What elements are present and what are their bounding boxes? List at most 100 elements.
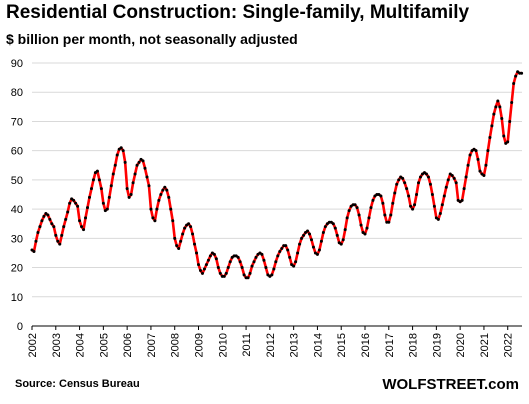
- data-point: [379, 194, 383, 198]
- data-point: [82, 228, 86, 232]
- data-point: [323, 225, 327, 229]
- data-point: [417, 181, 421, 185]
- data-point: [508, 119, 512, 123]
- data-point: [80, 225, 84, 229]
- data-point: [367, 216, 371, 220]
- y-tick-label: 50: [11, 175, 23, 187]
- data-point: [101, 201, 105, 205]
- data-point: [494, 105, 498, 109]
- x-tick-label: 2015: [336, 333, 348, 357]
- data-point: [111, 172, 115, 176]
- x-tick-label: 2012: [265, 333, 277, 357]
- data-point: [260, 252, 264, 256]
- data-point: [482, 174, 486, 178]
- data-point: [238, 260, 242, 264]
- data-point: [442, 194, 446, 198]
- data-point: [107, 195, 111, 199]
- data-point: [248, 271, 252, 275]
- x-tick-label: 2003: [51, 333, 63, 357]
- data-point: [216, 266, 220, 270]
- data-point: [321, 230, 325, 234]
- data-point: [183, 226, 187, 230]
- data-point: [347, 209, 351, 213]
- data-point: [409, 204, 413, 208]
- data-point: [48, 217, 52, 221]
- data-point: [424, 172, 428, 176]
- x-tick-label: 2011: [241, 333, 253, 357]
- data-point: [444, 185, 448, 189]
- x-tick-label: 2002: [27, 333, 39, 357]
- data-point: [195, 251, 199, 255]
- y-tick-label: 10: [11, 292, 23, 304]
- data-point: [397, 178, 401, 182]
- data-point: [187, 222, 191, 226]
- data-point: [309, 238, 313, 242]
- data-point: [359, 223, 363, 227]
- data-point: [510, 100, 514, 104]
- data-point: [492, 112, 496, 116]
- data-point: [315, 252, 319, 256]
- data-point: [105, 207, 109, 211]
- data-point: [464, 175, 468, 179]
- data-point: [32, 249, 36, 253]
- data-point: [468, 153, 472, 157]
- data-point: [60, 233, 64, 237]
- data-point: [99, 187, 103, 191]
- data-point: [46, 213, 50, 217]
- data-point: [438, 211, 442, 215]
- data-point: [222, 274, 226, 278]
- data-point: [181, 232, 185, 236]
- data-point: [369, 206, 373, 210]
- x-tick-label: 2009: [194, 333, 206, 357]
- data-point: [193, 242, 197, 246]
- data-point: [204, 263, 208, 267]
- data-point: [306, 229, 310, 233]
- data-point: [206, 258, 210, 262]
- data-point: [288, 255, 292, 259]
- data-point: [474, 149, 478, 153]
- data-point: [218, 271, 222, 275]
- source-note: Source: Census Bureau: [15, 378, 140, 390]
- data-point: [407, 194, 411, 198]
- data-point: [452, 176, 456, 180]
- data-point: [462, 187, 466, 191]
- data-point: [197, 263, 200, 267]
- data-point: [426, 175, 430, 179]
- data-point: [363, 232, 367, 236]
- data-point: [129, 193, 133, 196]
- data-point: [171, 219, 175, 223]
- data-point: [389, 213, 393, 217]
- data-point: [191, 232, 195, 236]
- data-point: [365, 226, 369, 230]
- data-point: [446, 178, 450, 182]
- data-point: [228, 260, 232, 264]
- data-point: [34, 239, 38, 243]
- data-point: [496, 99, 500, 103]
- data-point: [514, 74, 518, 78]
- data-point: [428, 182, 432, 186]
- data-point: [401, 176, 405, 180]
- data-point: [153, 219, 157, 223]
- data-point: [355, 206, 359, 210]
- data-point: [64, 217, 68, 221]
- data-point: [109, 184, 113, 188]
- data-point: [78, 219, 82, 223]
- data-point: [333, 226, 337, 230]
- gridlines: [32, 62, 522, 298]
- data-point: [208, 254, 212, 258]
- data-point: [432, 204, 436, 208]
- data-point: [292, 264, 296, 268]
- data-point: [177, 247, 181, 251]
- data-point: [466, 163, 470, 167]
- data-point: [89, 187, 93, 191]
- chart-title: Residential Construction: Single-family,…: [6, 2, 470, 23]
- data-point: [252, 260, 256, 264]
- data-point: [42, 214, 46, 218]
- data-point: [440, 203, 444, 207]
- data-point: [141, 159, 145, 163]
- y-tick-label: 70: [11, 116, 23, 128]
- data-point: [286, 248, 290, 252]
- data-point: [58, 242, 62, 246]
- data-point: [161, 188, 165, 192]
